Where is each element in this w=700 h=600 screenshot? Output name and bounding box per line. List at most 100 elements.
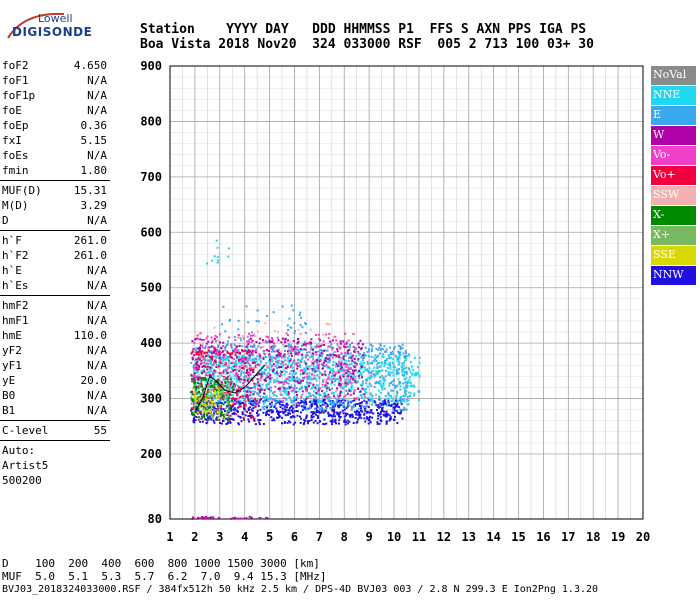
- echo-point: [394, 366, 396, 369]
- echo-point: [229, 352, 232, 355]
- echo-point: [347, 372, 350, 375]
- echo-point: [377, 403, 380, 406]
- echo-point: [196, 376, 199, 379]
- echo-point: [387, 400, 390, 402]
- echo-point: [382, 400, 385, 403]
- echo-point: [249, 412, 252, 415]
- echo-point: [217, 360, 220, 363]
- y-tick-label: 600: [140, 225, 162, 239]
- echo-point: [274, 398, 277, 401]
- echo-point: [252, 369, 255, 372]
- echo-point: [222, 354, 225, 356]
- echo-point: [198, 392, 201, 395]
- echo-point: [376, 409, 378, 411]
- param-row: fxI 5.15: [0, 133, 110, 148]
- echo-point: [327, 399, 330, 402]
- echo-point: [255, 358, 258, 360]
- echo-point: [315, 359, 318, 362]
- echo-point: [317, 364, 320, 366]
- echo-point: [210, 363, 213, 366]
- echo-point: [239, 362, 242, 365]
- echo-point: [348, 355, 351, 358]
- x-tick-label: 18: [586, 530, 600, 544]
- echo-point: [266, 341, 269, 344]
- echo-point: [244, 395, 247, 398]
- echo-point: [217, 384, 220, 386]
- echo-point: [275, 360, 278, 363]
- echo-point: [271, 409, 274, 412]
- echo-point: [389, 365, 392, 368]
- echo-point: [269, 396, 272, 399]
- header-row2: Boa Vista 2018 Nov20 324 033000 RSF 005 …: [140, 37, 594, 52]
- echo-point: [197, 382, 199, 385]
- echo-point: [201, 401, 204, 404]
- param-value: 55: [93, 424, 107, 437]
- echo-point: [225, 407, 228, 410]
- echo-point: [206, 371, 209, 374]
- echo-point: [286, 413, 289, 416]
- echo-point: [232, 401, 235, 404]
- echo-point: [206, 373, 209, 376]
- echo-point: [348, 404, 351, 407]
- echo-point: [214, 397, 217, 400]
- echo-point: [259, 355, 262, 358]
- echo-point: [325, 382, 328, 385]
- echo-point: [391, 380, 394, 383]
- echo-point: [413, 356, 416, 359]
- echo-point: [317, 417, 319, 419]
- echo-point: [308, 420, 311, 422]
- echo-point: [226, 395, 229, 398]
- echo-point: [197, 409, 200, 412]
- echo-point: [337, 354, 340, 356]
- echo-point: [223, 369, 225, 372]
- echo-point: [333, 395, 336, 398]
- legend-entry: W: [651, 126, 696, 145]
- echo-point: [232, 349, 235, 352]
- echo-point: [292, 399, 295, 402]
- echo-point: [282, 383, 285, 386]
- echo-point: [271, 344, 274, 347]
- echo-point: [240, 339, 243, 342]
- echo-point: [271, 341, 274, 344]
- echo-point: [258, 383, 261, 386]
- echo-point: [269, 362, 272, 365]
- echo-point: [204, 355, 207, 358]
- x-tick-label: 10: [387, 530, 401, 544]
- echo-point: [263, 405, 266, 408]
- echo-point: [376, 365, 379, 368]
- echo-point: [313, 400, 316, 403]
- echo-point: [230, 417, 233, 420]
- echo-point: [309, 342, 312, 345]
- echo-point: [207, 385, 210, 388]
- echo-point: [306, 342, 309, 345]
- echo-point: [254, 388, 257, 390]
- echo-point: [214, 409, 217, 411]
- echo-point: [404, 395, 407, 397]
- echo-point: [289, 412, 291, 415]
- echo-point: [366, 377, 369, 380]
- echo-point: [216, 392, 219, 395]
- echo-point: [277, 331, 279, 334]
- echo-point: [305, 395, 308, 398]
- echo-point: [357, 416, 360, 419]
- echo-point: [203, 378, 206, 381]
- echo-point: [340, 362, 343, 365]
- echo-point: [276, 349, 279, 352]
- echo-point: [364, 368, 367, 371]
- echo-point: [291, 411, 294, 414]
- echo-point: [210, 418, 213, 421]
- echo-point: [261, 372, 264, 374]
- echo-point: [364, 388, 367, 390]
- echo-point: [398, 382, 401, 385]
- echo-point: [226, 352, 229, 354]
- echo-point: [254, 405, 257, 408]
- echo-point: [312, 348, 314, 351]
- echo-point: [255, 351, 257, 354]
- echo-point: [247, 409, 250, 411]
- echo-point: [407, 399, 410, 402]
- echo-point: [274, 345, 277, 348]
- echo-point: [235, 359, 238, 362]
- echo-point: [198, 400, 201, 403]
- echo-point: [197, 351, 200, 354]
- echo-point: [257, 370, 259, 373]
